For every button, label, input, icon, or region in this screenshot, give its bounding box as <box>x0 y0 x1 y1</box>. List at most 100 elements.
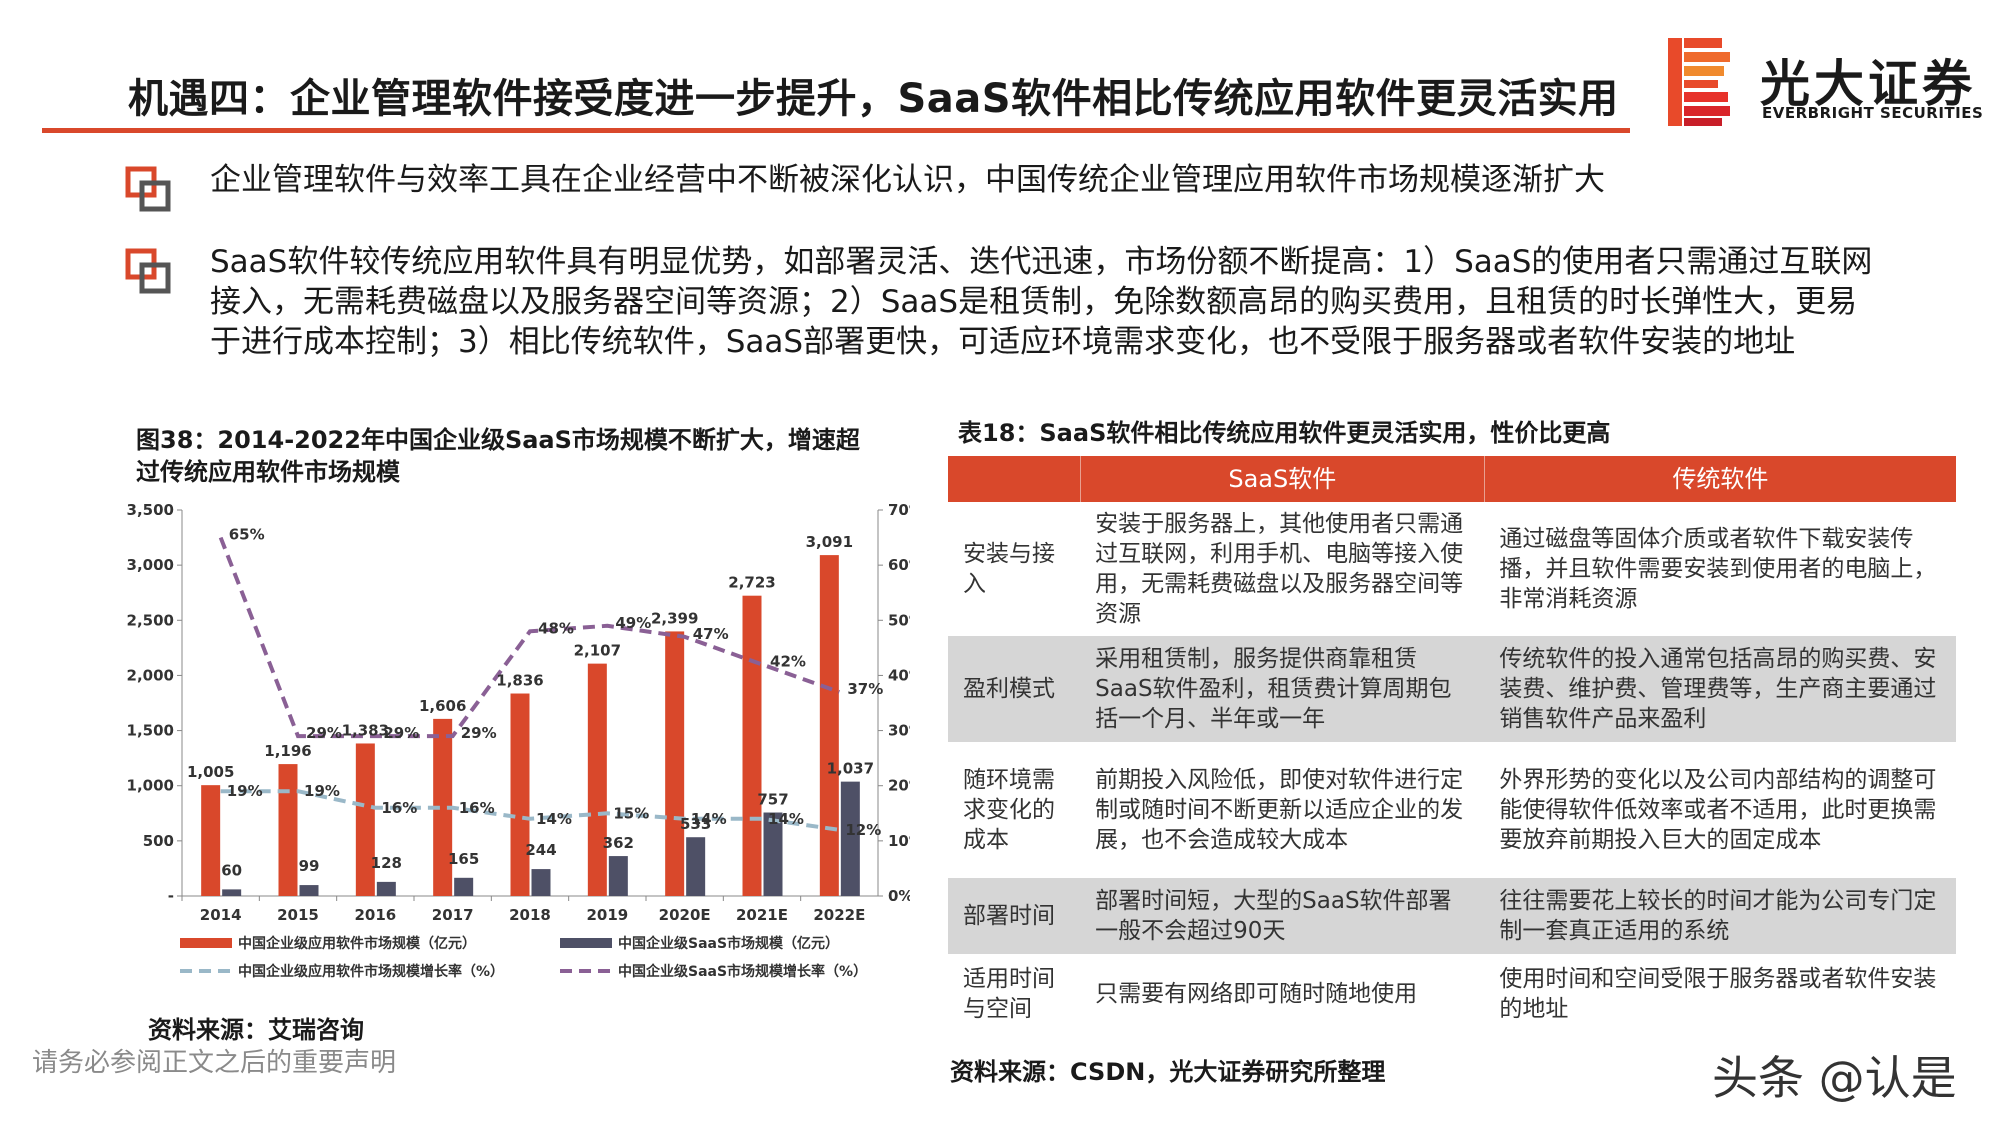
bar-app-software <box>819 555 839 896</box>
comparison-table: SaaS软件 传统软件 安装与接入 安装于服务器上，其他使用者只需通过互联网，利… <box>948 456 1956 1034</box>
table-cell: 传统软件的投入通常包括高昂的购买费、安装费、维护费、管理费等，生产商主要通过销售… <box>1484 636 1956 742</box>
y-tick-label-right: 10% <box>888 832 910 850</box>
bar-saas <box>299 885 319 896</box>
market-size-chart: 3,500 3,000 2,500 2,000 1,500 1,000 500 - 70% 60%… <box>127 501 910 980</box>
table-cell: 使用时间和空间受限于服务器或者软件安装的地址 <box>1499 966 1937 1022</box>
bar-saas <box>454 877 474 896</box>
table-header-row: SaaS软件 传统软件 <box>948 456 1956 502</box>
line-label-saas-growth: 29% <box>461 724 497 742</box>
y-tick-label-right: 20% <box>888 777 910 795</box>
bar-label-app: 2,399 <box>651 609 698 627</box>
line-app-growth <box>220 789 840 832</box>
table-header-cell: SaaS软件 <box>1080 456 1485 502</box>
bar-label-app: 1,836 <box>496 672 543 690</box>
watermark: 头条 @认是 <box>1712 1051 1957 1105</box>
y-tick-label-left: - <box>168 887 174 905</box>
table-source: 资料来源：CSDN，光大证券研究所整理 <box>950 1058 1386 1086</box>
table-header-cell <box>948 456 1081 502</box>
x-tick-label: 2020E <box>659 906 711 924</box>
everbright-logo-icon <box>1668 38 1730 126</box>
bar-label-saas: 128 <box>371 854 402 872</box>
table-cell: 前期投入风险低，即使对软件进行定制或随时间不断更新以适应企业的发展，也不会造成较… <box>1095 767 1464 853</box>
line-label-app-growth: 19% <box>227 782 263 800</box>
table-cell: 采用租赁制，服务提供商靠租赁SaaS软件盈利，租赁费计算周期包括一个月、半年或一… <box>1080 636 1485 742</box>
table-row: 盈利模式 采用租赁制，服务提供商靠租赁SaaS软件盈利，租赁费计算周期包括一个月… <box>948 636 1956 742</box>
table-cell: 安装于服务器上，其他使用者只需通过互联网，利用手机、电脑等接入使用，无需耗费磁盘… <box>1095 511 1464 627</box>
line-label-app-growth: 14% <box>536 810 572 828</box>
y-tick-label-right: 60% <box>888 556 910 574</box>
bar-label-saas: 99 <box>299 857 320 875</box>
bar-app-software <box>587 663 607 896</box>
bar-label-saas: 362 <box>603 834 634 852</box>
table-cell: 随环境需求变化的成本 <box>963 767 1055 853</box>
legend-swatch <box>560 938 612 948</box>
bar-app-software <box>201 785 221 896</box>
figure-source: 资料来源：艾瑞咨询 <box>148 1016 364 1044</box>
table-cell: 适用时间与空间 <box>963 966 1055 1022</box>
legend-label: 中国企业级SaaS市场规模增长率（%） <box>618 963 867 980</box>
y-tick-label-right: 40% <box>888 666 910 684</box>
table-cell: 盈利模式 <box>948 636 1081 742</box>
table-cell: 通过磁盘等固体介质或者软件下载安装传播，并且软件需要安装到使用者的电脑上，非常消… <box>1499 526 1937 612</box>
title-divider <box>42 128 1630 133</box>
x-tick-label: 2017 <box>432 906 474 924</box>
bar-label-saas: 244 <box>525 841 556 859</box>
line-label-app-growth: 12% <box>845 821 881 839</box>
bar-label-app: 1,606 <box>419 697 466 715</box>
table-cell: 部署时间短，大型的SaaS软件部署一般不会超过90天 <box>1080 878 1485 954</box>
line-label-saas-growth: 37% <box>847 680 883 698</box>
line-label-app-growth: 15% <box>613 804 649 822</box>
x-tick-label: 2022E <box>813 906 865 924</box>
table-cell: 只需要有网络即可随时随地使用 <box>1095 981 1418 1007</box>
y-tick-label-left: 1,000 <box>127 777 174 795</box>
bar-label-saas: 757 <box>757 791 788 809</box>
bar-saas <box>531 869 551 896</box>
x-tick-label: 2019 <box>586 906 628 924</box>
table-cell: 外界形势的变化以及公司内部结构的调整可能使得软件低效率或者不适用，此时更换需要放… <box>1499 767 1937 853</box>
figure-title: 图38：2014-2022年中国企业级SaaS市场规模不断扩大，增速超过传统应用… <box>136 426 860 486</box>
bar-app-software <box>510 693 530 896</box>
table-header-cell: 传统软件 <box>1484 456 1956 502</box>
x-tick-label: 2021E <box>736 906 788 924</box>
bar-app-software <box>665 631 685 896</box>
bar-saas <box>608 856 628 896</box>
bar-label-saas: 1,037 <box>827 760 874 778</box>
y-tick-label-left: 1,500 <box>127 722 174 740</box>
line-label-app-growth: 14% <box>691 810 727 828</box>
table-cell: 安装与接入 <box>963 541 1055 597</box>
y-tick-label-left: 3,500 <box>127 501 174 519</box>
logo-english-name: EVERBRIGHT SECURITIES <box>1762 104 1984 122</box>
line-label-saas-growth: 49% <box>615 614 651 632</box>
bar-label-app: 1,383 <box>342 721 389 739</box>
bar-label-app: 1,196 <box>264 742 311 760</box>
bar-app-software <box>433 718 453 896</box>
y-tick-label-right: 30% <box>888 722 910 740</box>
y-tick-label-left: 3,000 <box>127 556 174 574</box>
bullet-text: 企业管理软件与效率工具在企业经营中不断被深化认识，中国传统企业管理应用软件市场规… <box>210 162 1605 198</box>
bar-saas <box>376 881 396 896</box>
square-bullet-icon <box>125 166 171 212</box>
square-bullet-icon <box>125 248 171 294</box>
page-title: 机遇四：企业管理软件接受度进一步提升，SaaS软件相比传统应用软件更灵活实用 <box>128 76 1619 122</box>
legend-swatch <box>180 938 232 948</box>
table-title: 表18：SaaS软件相比传统应用软件更灵活实用，性价比更高 <box>958 419 1611 447</box>
table-row: 部署时间 部署时间短，大型的SaaS软件部署一般不会超过90天 往往需要花上较长… <box>948 878 1956 954</box>
logo-chinese-name: 光大证券 <box>1760 55 1976 113</box>
bar-saas <box>222 889 242 896</box>
bar-label-saas: 533 <box>680 815 711 833</box>
bar-label-app: 2,723 <box>728 574 775 592</box>
y-tick-label-right: 50% <box>888 611 910 629</box>
x-tick-label: 2016 <box>354 906 396 924</box>
bar-app-software <box>355 743 375 896</box>
bar-label-app: 1,005 <box>187 763 234 781</box>
line-label-app-growth: 14% <box>768 810 804 828</box>
line-label-app-growth: 16% <box>381 799 417 817</box>
x-tick-label: 2018 <box>509 906 551 924</box>
legend-label: 中国企业级应用软件市场规模增长率（%） <box>238 963 504 980</box>
line-saas-growth <box>218 536 841 739</box>
line-label-app-growth: 16% <box>459 799 495 817</box>
line-label-saas-growth: 29% <box>383 724 419 742</box>
legend-label: 中国企业级SaaS市场规模（亿元） <box>618 935 839 952</box>
bar-label-app: 2,107 <box>574 642 621 660</box>
y-tick-label-right: 0% <box>888 887 910 905</box>
